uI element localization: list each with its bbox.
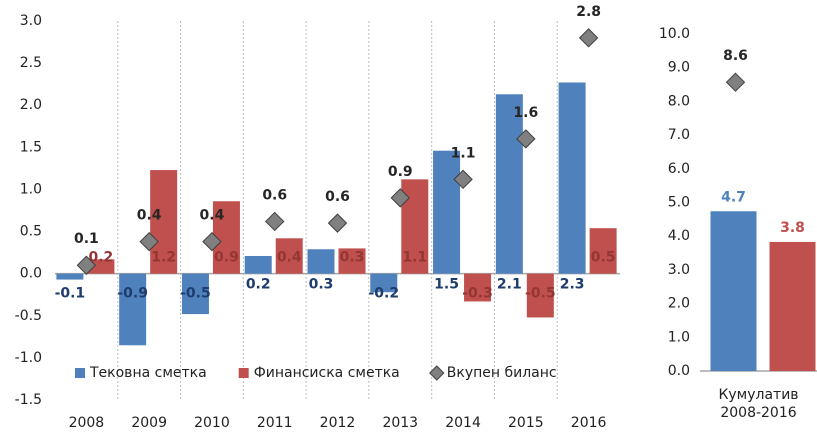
point	[139, 231, 159, 252]
bar	[87, 259, 115, 274]
value-label: 1.2	[151, 250, 176, 266]
bar	[56, 273, 84, 280]
value-label: -0.5	[525, 286, 556, 302]
x-tick-label: Кумулатив 2008-2016	[718, 387, 798, 421]
point	[390, 188, 410, 208]
x-tick-label: 2013	[382, 415, 418, 431]
value-label: 8.6	[723, 48, 748, 64]
x-tick-label: 2009	[131, 415, 167, 431]
value-label: 2.3	[560, 277, 585, 293]
bar	[181, 273, 209, 315]
y-tick-label: 1.0	[668, 329, 690, 345]
point	[516, 129, 536, 149]
y-tick-label: 1.5	[20, 139, 42, 155]
value-label: 0.1	[74, 231, 99, 247]
y-tick-label: -0.5	[15, 308, 42, 324]
bar	[338, 248, 366, 274]
y-tick-label: 3.0	[668, 262, 690, 278]
bar	[212, 201, 240, 274]
bar	[710, 211, 757, 371]
value-label: 0.6	[325, 189, 350, 205]
x-tick-label: 2015	[508, 415, 544, 431]
value-label: 0.9	[388, 164, 413, 180]
bar	[464, 273, 492, 302]
value-label: 0.4	[200, 208, 225, 224]
point	[76, 255, 97, 275]
value-label: -0.9	[117, 286, 148, 302]
bar	[244, 255, 272, 274]
value-label: -0.3	[462, 286, 493, 302]
bar	[558, 82, 586, 274]
value-label: 3.8	[780, 220, 805, 236]
point	[327, 213, 348, 233]
value-label: 0.2	[246, 277, 271, 293]
value-label: 0.2	[88, 250, 113, 266]
bar	[526, 273, 554, 318]
value-label: 1.6	[513, 105, 538, 121]
value-label: 0.5	[591, 250, 616, 266]
legend-swatch	[75, 368, 85, 378]
value-label: 2.8	[576, 4, 601, 20]
y-tick-label: 2.5	[20, 55, 42, 71]
y-tick-label: 0.0	[668, 363, 690, 379]
value-label: 1.1	[451, 145, 476, 161]
value-label: 1.1	[402, 250, 427, 266]
value-label: -0.5	[180, 286, 211, 302]
bar	[370, 273, 398, 293]
x-tick-label: 2010	[194, 415, 230, 431]
value-label: 2.1	[497, 277, 522, 293]
bar	[495, 94, 523, 274]
bar	[275, 238, 303, 274]
bar	[119, 273, 147, 346]
value-label: 1.5	[434, 277, 459, 293]
y-tick-label: 2.0	[20, 97, 42, 113]
value-label: -0.1	[55, 286, 86, 302]
value-label: 0.4	[277, 250, 302, 266]
y-tick-label: 7.0	[668, 127, 690, 143]
y-tick-label: 6.0	[668, 161, 690, 177]
value-label: 0.4	[137, 208, 162, 224]
value-label: 0.3	[309, 277, 334, 293]
point	[453, 169, 473, 190]
legend-swatch	[429, 365, 445, 381]
point	[578, 28, 599, 48]
x-tick-label: 2014	[445, 415, 481, 431]
y-tick-label: 4.0	[668, 228, 690, 244]
y-tick-label: 5.0	[668, 195, 690, 211]
y-tick-label: 9.0	[668, 60, 690, 76]
y-tick-label: 2.0	[668, 296, 690, 312]
legend-label: Вкупен биланс	[447, 365, 557, 381]
point	[725, 72, 746, 92]
value-label: 4.7	[721, 189, 746, 205]
y-tick-label: 0.0	[20, 266, 42, 282]
value-label: 0.9	[214, 250, 239, 266]
y-tick-label: 3.0	[20, 13, 42, 29]
legend-label: Финансиска сметка	[254, 365, 400, 381]
bar	[433, 150, 461, 274]
y-tick-label: 1.0	[20, 181, 42, 197]
y-tick-label: 10.0	[659, 26, 690, 42]
y-tick-label: -1.5	[15, 392, 42, 408]
x-tick-label: 2012	[320, 415, 356, 431]
y-tick-label: 8.0	[668, 93, 690, 109]
bar	[150, 170, 178, 274]
point	[202, 231, 222, 252]
y-tick-label: 0.5	[20, 224, 42, 240]
point	[265, 211, 285, 232]
y-tick-label: -1.0	[15, 350, 42, 366]
value-label: 0.6	[262, 187, 287, 203]
legend-label: Тековна сметка	[89, 365, 207, 381]
value-label: 0.3	[340, 250, 365, 266]
value-label: -0.2	[368, 286, 399, 302]
bar	[589, 228, 617, 274]
x-tick-label: 2008	[69, 415, 105, 431]
x-tick-label: 2011	[257, 415, 293, 431]
legend-swatch	[238, 368, 249, 378]
bar	[307, 249, 335, 274]
x-tick-label: 2016	[571, 415, 607, 431]
bar	[769, 241, 816, 371]
